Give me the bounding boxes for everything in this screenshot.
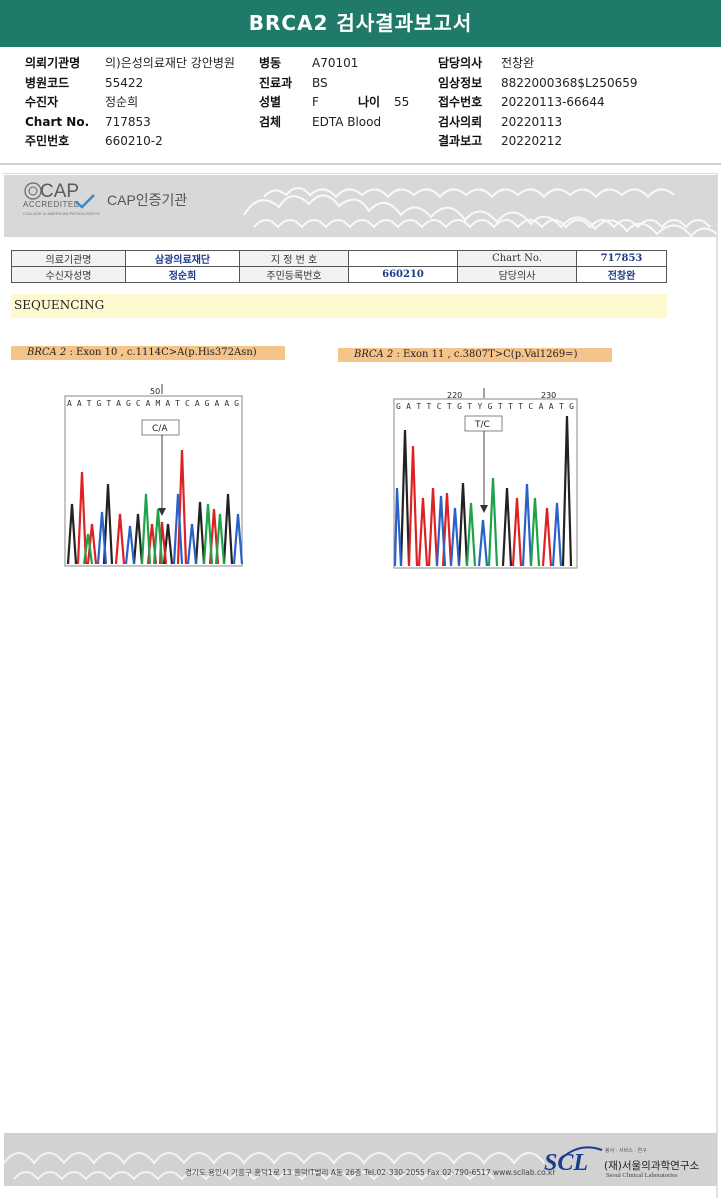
hospital-name-value: 의)은성의료재단 강안병원	[105, 56, 235, 70]
trace-lines	[66, 449, 244, 565]
cloud-pattern	[243, 187, 717, 237]
doctor-value: 전창완	[501, 56, 535, 70]
scl-name-english: Seoul Clinical Laboratories	[606, 1172, 678, 1179]
hospital-name-label: 의뢰기관명	[25, 56, 81, 70]
doctor-label: 담당의사	[438, 56, 483, 70]
hospital-code-value: 55422	[105, 75, 144, 90]
mutation-2-label: BRCA 2 : Exon 11 , c.3807T>C(p.Val1269=)	[338, 348, 612, 362]
chromatogram-2: 220 230 G A T T C T G T Y G T T T C A A …	[393, 388, 578, 569]
table-cell: 의료기관명	[11, 250, 126, 267]
patient-value: 정순희	[105, 95, 139, 109]
base-sequence: A A T G T A G C A M A T C A G A A G	[67, 399, 239, 408]
scl-name-korean: (재)서울의과학연구소	[604, 1160, 700, 1172]
patient-info-table: 의료기관명 삼광의료재단 지 정 번 호 Chart No. 717853 수신…	[11, 250, 667, 283]
table-cell: 담당의사	[457, 266, 577, 283]
department-label: 진료과	[259, 75, 293, 90]
chart-no-label: Chart No.	[25, 114, 90, 129]
sequencing-band	[11, 294, 667, 318]
scanned-report-page	[2, 173, 718, 1199]
cap-logo-text: CAP	[40, 181, 80, 202]
header-column-1: 의뢰기관명 의)은성의료재단 강안병원 병원코드 55422 수진자 정순희 Char…	[25, 54, 235, 152]
scl-tagline: 봉사 · 서비스 · 연구	[605, 1148, 647, 1154]
table-cell: 정순희	[125, 266, 240, 283]
sex-value: F	[312, 95, 319, 109]
mutation-desc: : Exon 10 , c.1114C>A(p.His372Asn)	[66, 347, 257, 358]
base-sequence: G A T T C T G T Y G T T T C A A T G	[396, 402, 574, 411]
ward-label: 병동	[259, 56, 282, 70]
checkmark-icon	[75, 194, 95, 209]
ward-value: A70101	[312, 56, 359, 70]
receipt-no-label: 접수번호	[438, 95, 483, 109]
cap-accredited-text: ACCREDITED	[23, 200, 81, 209]
specimen-label: 검체	[259, 114, 282, 129]
chart-no-value: 717853	[105, 114, 151, 129]
table-cell: 660210	[348, 266, 458, 283]
cap-banner	[4, 175, 717, 237]
cap-crest-icon	[24, 182, 42, 200]
report-footer	[4, 1133, 717, 1186]
table-cell: 삼광의료재단	[125, 250, 240, 267]
position-tick: 230	[541, 391, 556, 400]
patient-label: 수진자	[25, 95, 59, 109]
gene-name: BRCA 2	[27, 347, 67, 358]
clinical-info-value: 8822000368$L250659	[501, 75, 638, 90]
mutation-1-label: BRCA 2 : Exon 10 , c.1114C>A(p.His372Asn…	[11, 346, 285, 360]
header-column-2: 병동 A70101 진료과 BS 성별 F 나이 55 검체 EDTA Blood	[259, 54, 409, 132]
footer-address: 경기도 용인시 기흥구 흥덕1로 13 흥덕IT밸리 A동 26층 Tel.02…	[185, 1168, 556, 1177]
page-edge	[716, 173, 718, 1198]
clinical-info-label: 임상정보	[438, 75, 483, 90]
position-tick: 50	[150, 387, 160, 396]
report-title: BRCA2 검사결과보고서	[0, 0, 721, 47]
scl-swoosh-icon	[561, 1146, 603, 1159]
hospital-code-label: 병원코드	[25, 75, 70, 90]
call-label: C/A	[152, 424, 168, 434]
chromatogram-1: 50 A A T G T A G C A M A T C A G A A G C…	[64, 384, 244, 567]
footer-cloud-pattern	[4, 1152, 545, 1181]
table-cell: 수신자성명	[11, 266, 126, 283]
report-date-value: 20220212	[501, 134, 563, 148]
call-label: T/C	[474, 420, 490, 430]
cap-small-text: COLLEGE of AMERICAN PATHOLOGISTS	[23, 211, 100, 216]
table-cell: Chart No.	[457, 250, 577, 267]
report-date-label: 결과보고	[438, 134, 483, 148]
table-cell: 전창완	[576, 266, 667, 283]
sex-label: 성별	[259, 95, 282, 109]
resident-no-label: 주민번호	[25, 134, 70, 148]
header-divider	[0, 163, 721, 165]
table-cell: 717853	[576, 250, 667, 267]
receipt-no-value: 20220113-66644	[501, 95, 605, 109]
trace-lines	[393, 415, 573, 567]
cap-certified-title: CAP인증기관	[107, 192, 188, 208]
table-cell: 지 정 번 호	[239, 250, 349, 267]
header-column-3: 담당의사 전창완 임상정보 8822000368$L250659 접수번호 20220…	[438, 54, 637, 152]
specimen-value: EDTA Blood	[312, 114, 382, 129]
mutation-desc: : Exon 11 , c.3807T>C(p.Val1269=)	[393, 349, 578, 360]
table-row: 의료기관명 삼광의료재단 지 정 번 호 Chart No. 717853	[11, 250, 667, 267]
position-tick: 220	[447, 391, 462, 400]
gene-name: BRCA 2	[354, 349, 394, 360]
table-cell	[348, 250, 458, 267]
department-value: BS	[312, 75, 328, 90]
age-label: 나이	[358, 95, 381, 109]
table-cell: 주민등록번호	[239, 266, 349, 283]
resident-no-value: 660210-2	[105, 134, 163, 148]
request-date-label: 검사의뢰	[438, 114, 483, 129]
age-value: 55	[394, 95, 410, 109]
request-date-value: 20220113	[501, 114, 563, 129]
table-row: 수신자성명 정순희 주민등록번호 660210 담당의사 전창완	[11, 266, 667, 283]
sequencing-label: SEQUENCING	[14, 298, 105, 312]
